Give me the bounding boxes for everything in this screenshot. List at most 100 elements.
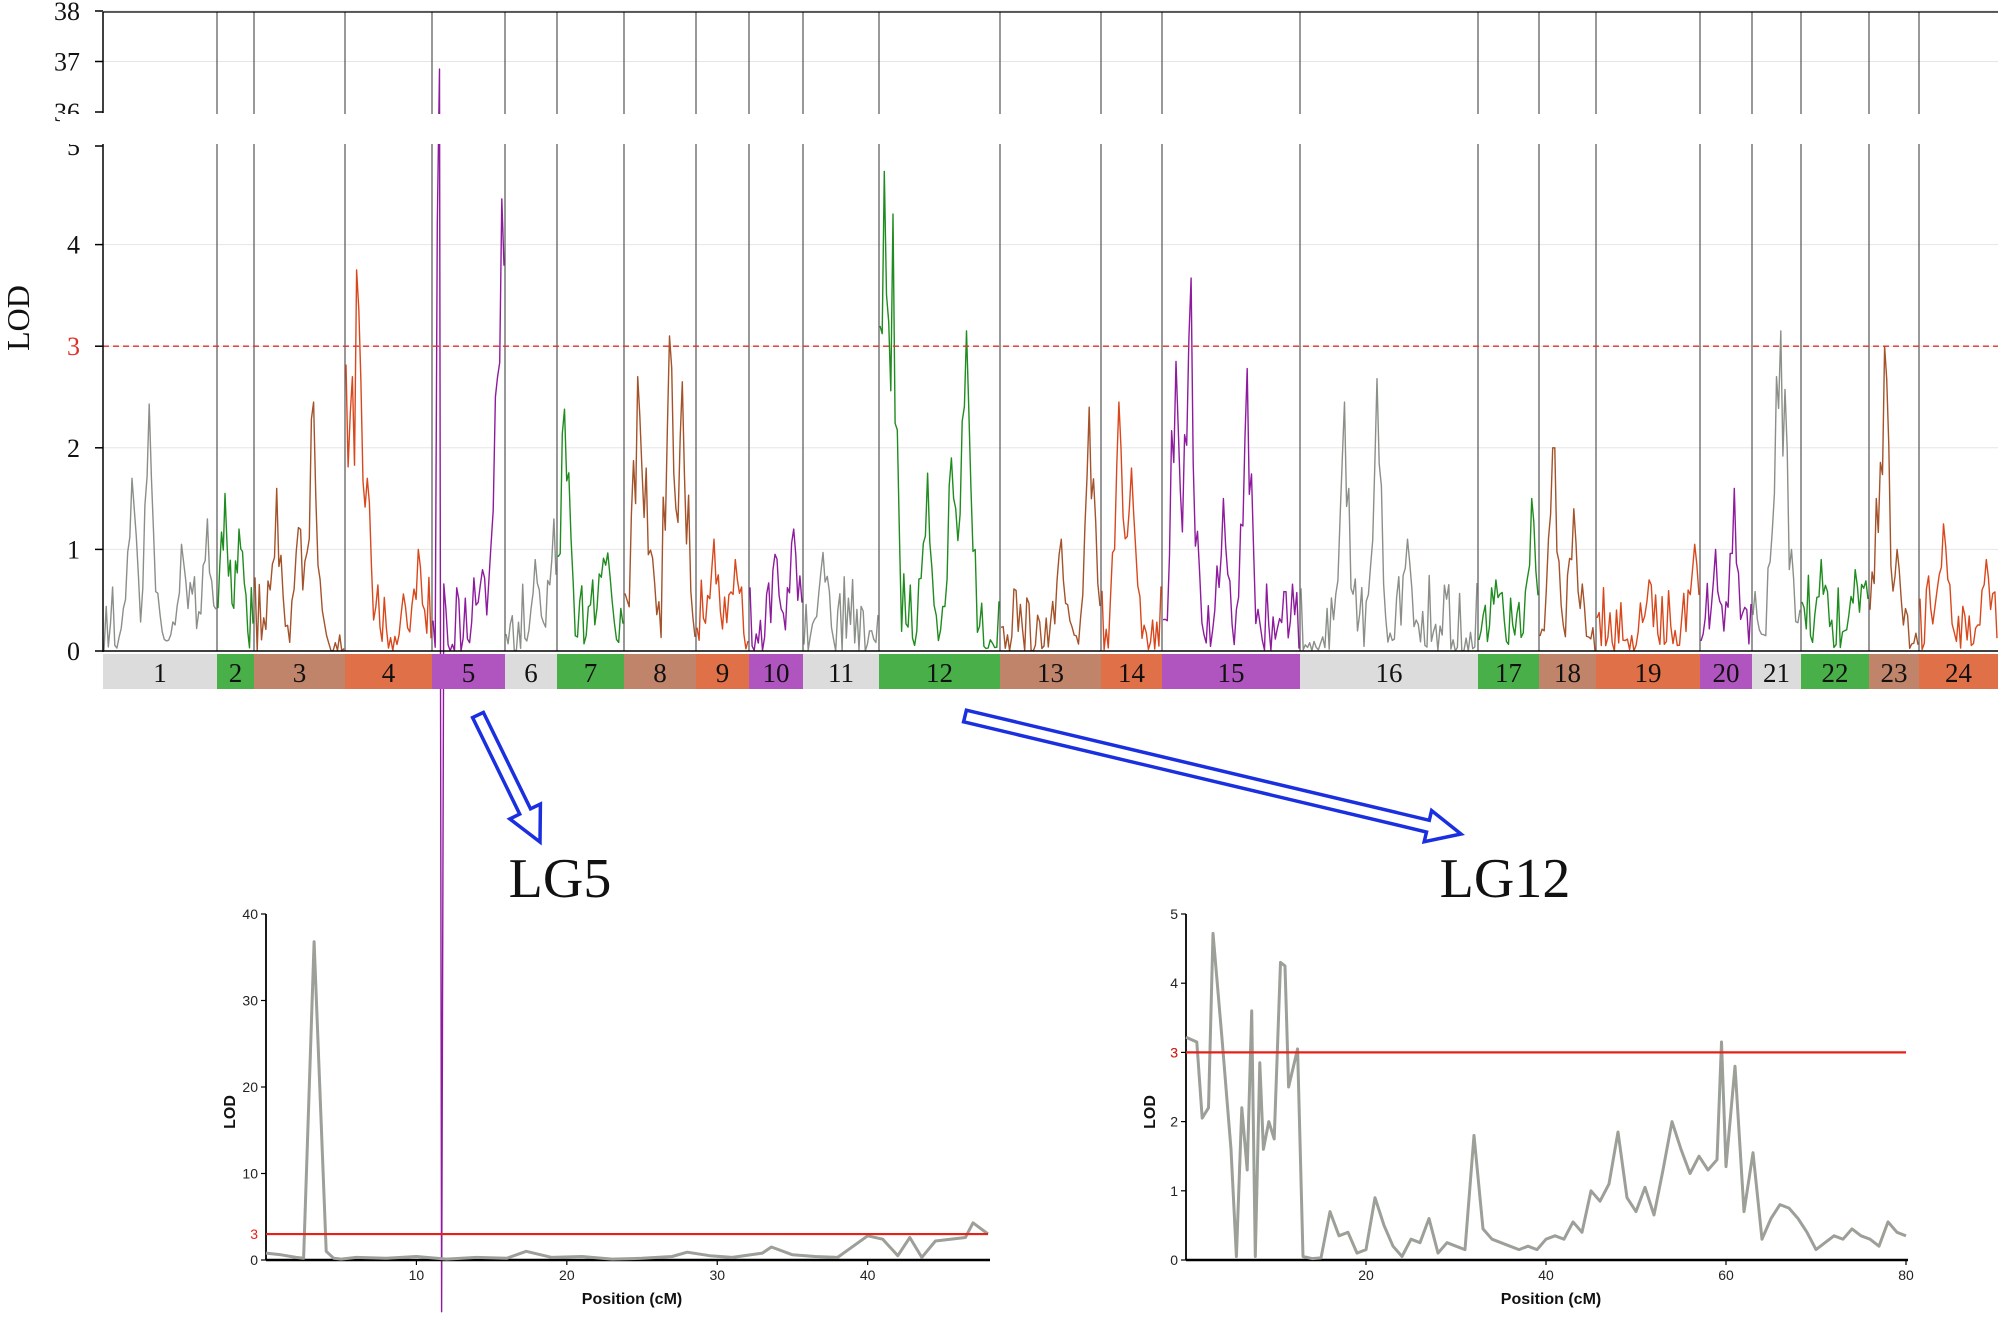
lg5-axes: 0 10 20 30 40 3 10 20 30 40: [242, 906, 990, 1283]
lod-trace-lg9: [696, 538, 749, 650]
lod-trace-lg13: [1000, 406, 1101, 652]
lg-band-label-17: 17: [1495, 658, 1522, 688]
arrow-to-lg12: [961, 708, 1466, 844]
lg-band-12: [879, 654, 1000, 689]
lg-band-label-15: 15: [1218, 658, 1245, 688]
lod-trace-lg23: [1869, 345, 1919, 649]
axis-break: [60, 114, 1998, 144]
lod-trace-lg6: [505, 518, 557, 652]
lg-band-label-11: 11: [828, 658, 854, 688]
gridlines: [103, 10, 1998, 550]
lg-band-17: [1478, 654, 1539, 689]
lg-band-label-3: 3: [293, 658, 307, 688]
lg-band-5: [432, 654, 505, 689]
lod-trace-lg18: [1539, 447, 1596, 651]
lg-band-24: [1919, 654, 1998, 689]
lod-trace-lg7: [557, 408, 624, 645]
lg5-y-tick-label: 40: [242, 906, 258, 922]
lod-trace-lg8: [624, 335, 696, 639]
lg5-threshold-label: 3: [250, 1226, 258, 1242]
y-tick-label: 3: [67, 332, 80, 361]
lg12-y-tick-label: 3: [1170, 1044, 1178, 1060]
lg5-y-tick-label: 20: [242, 1079, 258, 1095]
y-tick-label: 1: [67, 535, 80, 564]
lg-band-6: [505, 654, 557, 689]
lg-band-label-10: 10: [763, 658, 790, 688]
lg5-plot: [265, 940, 989, 1261]
lg5-title: LG5: [509, 848, 612, 910]
lg5-y-tick-label: 30: [242, 993, 258, 1009]
lod-trace-lg24: [1919, 523, 1998, 651]
y-tick-label: 37: [54, 48, 80, 77]
lg-band-22: [1801, 654, 1869, 689]
lg5-x-tick-label: 20: [559, 1267, 575, 1283]
lg12-y-axis-label: LOD: [1142, 1095, 1159, 1129]
lg12-x-tick-label: 40: [1538, 1267, 1554, 1283]
lg-band-14: [1101, 654, 1162, 689]
lg-band-23: [1869, 654, 1919, 689]
y-tick-label: 38: [54, 0, 80, 26]
y-axis-label: LOD: [0, 285, 36, 351]
lg-band-label-21: 21: [1763, 658, 1790, 688]
lod-trace-lg19: [1596, 543, 1700, 652]
lg5-x-tick-label: 30: [709, 1267, 725, 1283]
lg5-lod-curve: [265, 940, 989, 1261]
lod-trace-lg14: [1101, 401, 1162, 651]
lg-band-label-9: 9: [716, 658, 730, 688]
lg-band-10: [749, 654, 803, 689]
lg-band-label-19: 19: [1635, 658, 1662, 688]
lg-band-7: [557, 654, 624, 689]
lg12-lod-curve-markers: [1185, 933, 1907, 1259]
lg-band-label-1: 1: [153, 658, 167, 688]
lod-trace-lg5: [432, 68, 505, 1313]
lg5-y-tick-label: 0: [250, 1252, 258, 1268]
lg5-panel: LG5 0 10 20 30 40 3 10 20 30 40 Position (cM) LOD: [222, 848, 990, 1308]
lg12-x-tick-label: 60: [1718, 1267, 1734, 1283]
lod-trace-lg4: [345, 269, 432, 652]
lg5-y-tick-label: 10: [242, 1166, 258, 1182]
lod-trace-lg11: [803, 551, 879, 652]
lg-band-13: [1000, 654, 1101, 689]
lg-band-label-20: 20: [1713, 658, 1740, 688]
lg-band-label-12: 12: [926, 658, 953, 688]
lg-band-label-6: 6: [524, 658, 538, 688]
lg12-x-tick-label: 20: [1358, 1267, 1374, 1283]
lg12-title: LG12: [1440, 848, 1571, 910]
lg-band-label-14: 14: [1118, 658, 1146, 688]
lg-band-20: [1700, 654, 1752, 689]
lg12-x-tick-label: 80: [1898, 1267, 1914, 1283]
lg-band-label-24: 24: [1945, 658, 1973, 688]
lg12-y-tick-label: 0: [1170, 1252, 1178, 1268]
lg-band-15: [1162, 654, 1300, 689]
lg-band-label-23: 23: [1881, 658, 1908, 688]
lg-band-11: [803, 654, 879, 689]
lg-band-9: [696, 654, 749, 689]
lg-band-1: [103, 654, 217, 689]
lg-band-19: [1596, 654, 1700, 689]
lg5-x-tick-label: 10: [409, 1267, 425, 1283]
lg-band-label-5: 5: [462, 658, 476, 688]
y-tick-label: 2: [67, 434, 80, 463]
lod-trace-lg16: [1300, 378, 1478, 652]
lod-trace-lg12: [879, 170, 1000, 650]
lg-band-21: [1752, 654, 1801, 689]
lod-trace-lg1: [103, 403, 217, 651]
lg-band-label-2: 2: [229, 658, 243, 688]
lod-trace-lg17: [1478, 497, 1539, 645]
lod-trace-lg21: [1752, 330, 1801, 637]
lg5-y-axis-label: LOD: [222, 1095, 239, 1129]
lg-band-label-13: 13: [1037, 658, 1064, 688]
lod-trace-lg15: [1162, 277, 1300, 652]
lg-band-label-16: 16: [1376, 658, 1403, 688]
lg12-y-tick-label: 5: [1170, 906, 1178, 922]
lg-band-18: [1539, 654, 1596, 689]
chromosome-dividers: [216, 12, 1920, 651]
linkage-group-band: 1 2 3 4 5 6 7 8 9 10 11 12 13 14 15 16 17 18 19 20 21 22 23 24: [103, 654, 1998, 689]
lg-band-label-18: 18: [1554, 658, 1581, 688]
lg-band-3: [254, 654, 345, 689]
y-tick-label: 4: [67, 231, 80, 260]
